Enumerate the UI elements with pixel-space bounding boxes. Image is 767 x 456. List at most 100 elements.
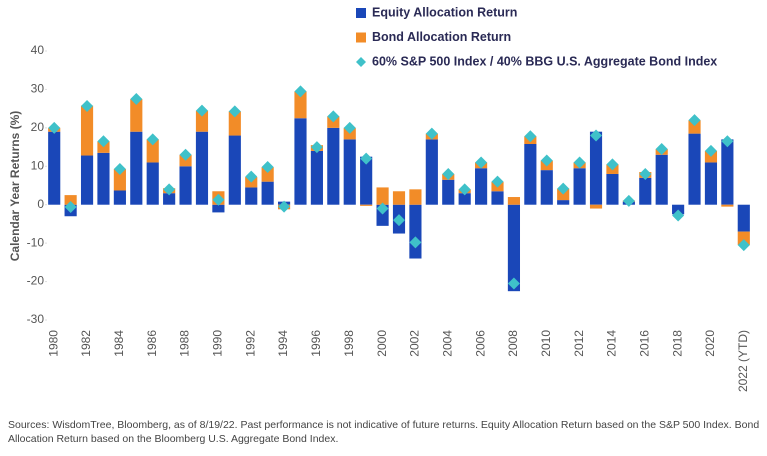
x-tick-label: 2002 — [408, 330, 422, 357]
bar — [113, 168, 126, 191]
bar — [195, 110, 209, 132]
footnote: Sources: WisdomTree, Bloomberg, as of 8/… — [8, 419, 760, 445]
x-tick-label: 1992 — [243, 330, 257, 357]
diamond-marker — [163, 183, 176, 196]
bar — [458, 193, 471, 205]
bar — [688, 120, 701, 134]
diamond-marker — [245, 170, 258, 183]
diamond-marker — [475, 156, 488, 169]
legend-label: 60% S&P 500 Index / 40% BBG U.S. Aggrega… — [372, 54, 717, 68]
diamond-marker — [639, 167, 652, 180]
diamond-marker — [212, 193, 225, 206]
bar — [64, 195, 77, 205]
diamond-marker — [97, 135, 110, 148]
y-tick-label: 0 — [37, 197, 44, 211]
diamond-marker — [294, 85, 307, 98]
diamond-marker — [179, 148, 192, 161]
y-tick-label: 10 — [31, 158, 45, 172]
bar — [540, 170, 553, 205]
diamond-marker — [458, 183, 471, 196]
bar — [409, 189, 422, 205]
bar — [704, 162, 718, 205]
x-tick-label: 1984 — [112, 330, 126, 357]
x-tick-label: 2008 — [506, 330, 520, 357]
diamond-marker — [409, 236, 422, 249]
x-tick-label: 1986 — [145, 330, 159, 357]
bar — [655, 154, 668, 205]
diamond-marker — [48, 121, 61, 134]
diamond-marker — [310, 141, 323, 154]
bar — [639, 177, 652, 205]
bar — [737, 204, 750, 232]
diamond-marker — [507, 277, 520, 290]
diamond-marker — [130, 93, 143, 106]
bar — [146, 162, 159, 205]
diamond-marker — [491, 175, 504, 188]
bar — [507, 204, 521, 292]
bar — [294, 118, 307, 205]
bar — [507, 197, 521, 205]
bar — [146, 139, 159, 163]
bar — [524, 143, 537, 205]
bar — [392, 191, 406, 205]
diamond-marker — [261, 161, 274, 174]
bar — [688, 133, 701, 205]
legend-label: Bond Allocation Return — [372, 30, 511, 44]
x-tick-label: 2014 — [605, 330, 619, 357]
bar — [294, 91, 307, 119]
bar — [327, 127, 340, 205]
x-tick-label: 2018 — [670, 330, 684, 357]
diamond-marker — [343, 121, 356, 134]
x-tick-label: 2022 (YTD) — [736, 330, 750, 392]
x-tick-label: 2016 — [637, 330, 651, 357]
bar — [163, 193, 176, 205]
y-tick-label: -20 — [27, 274, 45, 288]
diamond-marker — [195, 104, 208, 117]
bar — [343, 139, 356, 205]
bar — [442, 179, 455, 205]
diamond-marker — [376, 202, 389, 215]
bar — [360, 204, 373, 206]
diamond-marker — [606, 158, 619, 171]
y-axis-label: Calendar Year Returns (%) — [8, 111, 22, 262]
x-tick-label: 2004 — [440, 330, 454, 357]
y-tick-label: -30 — [27, 312, 45, 326]
x-tick-label: 2006 — [473, 330, 487, 357]
diamond-marker — [655, 142, 668, 155]
bar — [409, 204, 422, 259]
bar — [48, 131, 61, 205]
bar — [228, 111, 241, 136]
diamond-marker — [590, 129, 603, 142]
diamond-marker — [425, 127, 438, 140]
bar — [360, 156, 373, 205]
bar — [212, 204, 225, 213]
diamond-marker — [228, 105, 241, 118]
x-tick-label: 1996 — [309, 330, 323, 357]
bar — [80, 155, 94, 205]
diamond-marker — [573, 156, 586, 169]
diamond-marker — [557, 182, 570, 195]
bar — [589, 131, 603, 205]
x-tick-label: 1980 — [46, 330, 60, 357]
x-tick-label: 1988 — [178, 330, 192, 357]
diamond-marker — [688, 114, 701, 127]
bar — [310, 150, 323, 205]
x-tick-label: 1998 — [342, 330, 356, 357]
x-tick-label: 2020 — [703, 330, 717, 357]
bar — [261, 167, 274, 182]
bar — [130, 99, 143, 132]
diamond-marker — [64, 201, 77, 214]
diamond-marker — [704, 144, 717, 157]
bar — [491, 191, 504, 205]
x-tick-label: 1982 — [79, 330, 93, 357]
diamond-marker — [540, 154, 553, 167]
bar — [130, 131, 143, 205]
diamond-marker — [524, 130, 537, 143]
bar — [425, 139, 438, 205]
bar — [606, 173, 619, 205]
bar — [261, 181, 274, 205]
bar — [475, 168, 488, 205]
bar — [721, 139, 734, 205]
legend-swatch — [356, 32, 366, 43]
